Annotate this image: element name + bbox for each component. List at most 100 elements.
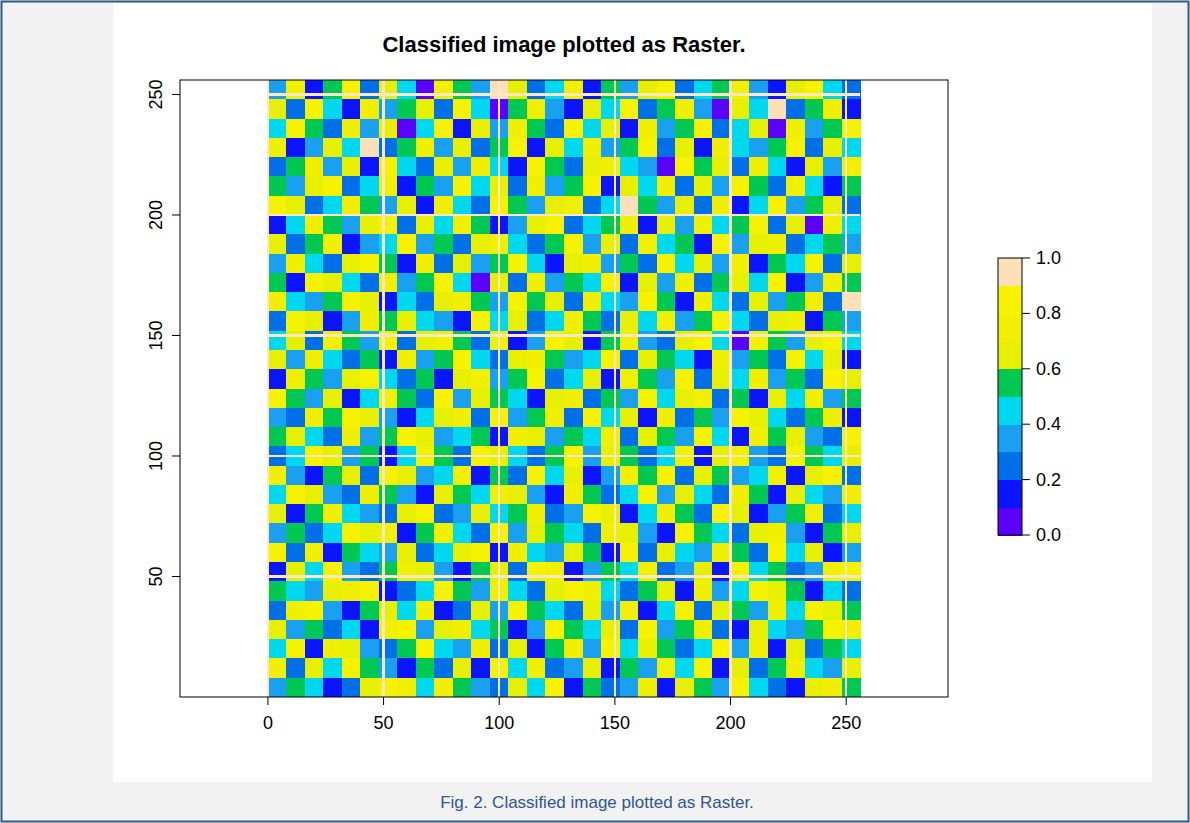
cell bbox=[342, 504, 361, 524]
cell bbox=[268, 581, 287, 601]
cell bbox=[823, 215, 842, 235]
cell bbox=[749, 678, 768, 697]
cell bbox=[805, 99, 824, 119]
cell bbox=[453, 331, 472, 351]
cell bbox=[397, 138, 416, 158]
cell bbox=[416, 504, 435, 524]
cell bbox=[768, 620, 787, 640]
cell bbox=[268, 601, 287, 621]
cell bbox=[768, 562, 787, 582]
cell bbox=[305, 176, 324, 196]
cell bbox=[434, 254, 453, 274]
cell bbox=[323, 234, 342, 254]
cell bbox=[545, 504, 564, 524]
cell bbox=[620, 678, 639, 697]
cell bbox=[657, 254, 676, 274]
cell bbox=[638, 157, 657, 177]
cell bbox=[842, 311, 861, 331]
cell bbox=[453, 504, 472, 524]
cell bbox=[286, 311, 305, 331]
cell bbox=[508, 562, 527, 582]
cell bbox=[694, 196, 713, 216]
cell bbox=[786, 311, 805, 331]
cell bbox=[471, 581, 490, 601]
cell bbox=[342, 99, 361, 119]
cell bbox=[564, 620, 583, 640]
cell bbox=[305, 215, 324, 235]
colorbar-frame bbox=[998, 258, 1022, 535]
cell bbox=[379, 119, 398, 139]
cell bbox=[564, 504, 583, 524]
cell bbox=[360, 80, 379, 100]
cell bbox=[675, 427, 694, 447]
cell bbox=[545, 350, 564, 370]
colorbar-band bbox=[998, 313, 1022, 341]
cell bbox=[434, 658, 453, 678]
cell bbox=[286, 639, 305, 659]
cell bbox=[342, 678, 361, 697]
cell bbox=[527, 427, 546, 447]
cell bbox=[638, 215, 657, 235]
cell bbox=[749, 581, 768, 601]
cell bbox=[657, 196, 676, 216]
cell bbox=[564, 196, 583, 216]
cell bbox=[601, 485, 620, 505]
cell bbox=[786, 99, 805, 119]
cell bbox=[397, 369, 416, 389]
y-tick bbox=[172, 576, 180, 577]
cell bbox=[620, 138, 639, 158]
cell bbox=[286, 292, 305, 312]
cell bbox=[638, 99, 657, 119]
cell bbox=[527, 389, 546, 409]
cell bbox=[805, 138, 824, 158]
cell bbox=[545, 119, 564, 139]
cell bbox=[583, 331, 602, 351]
cell bbox=[823, 523, 842, 543]
cell bbox=[564, 581, 583, 601]
cell bbox=[564, 639, 583, 659]
cell bbox=[620, 639, 639, 659]
cell bbox=[786, 350, 805, 370]
cell bbox=[508, 466, 527, 486]
cell bbox=[601, 658, 620, 678]
cell bbox=[527, 620, 546, 640]
cell bbox=[397, 485, 416, 505]
cell bbox=[842, 254, 861, 274]
cell bbox=[823, 601, 842, 621]
cell bbox=[823, 562, 842, 582]
cell bbox=[601, 99, 620, 119]
cell bbox=[286, 369, 305, 389]
cell bbox=[397, 658, 416, 678]
cell bbox=[638, 292, 657, 312]
cell bbox=[712, 157, 731, 177]
grid-line bbox=[729, 80, 732, 697]
cell bbox=[731, 678, 750, 697]
cell bbox=[805, 678, 824, 697]
cell bbox=[712, 292, 731, 312]
cell bbox=[397, 581, 416, 601]
cell bbox=[379, 427, 398, 447]
cell bbox=[583, 99, 602, 119]
cell bbox=[768, 601, 787, 621]
cell bbox=[583, 620, 602, 640]
cell bbox=[583, 273, 602, 293]
cell bbox=[749, 99, 768, 119]
cell bbox=[620, 504, 639, 524]
cell bbox=[416, 196, 435, 216]
cell bbox=[397, 157, 416, 177]
cell bbox=[379, 311, 398, 331]
cell bbox=[545, 157, 564, 177]
cell bbox=[508, 485, 527, 505]
grid-line bbox=[268, 455, 860, 458]
cell bbox=[305, 466, 324, 486]
cell bbox=[268, 234, 287, 254]
cell bbox=[286, 620, 305, 640]
cell bbox=[768, 176, 787, 196]
cell bbox=[305, 234, 324, 254]
cell bbox=[379, 80, 398, 100]
cell bbox=[397, 350, 416, 370]
cell bbox=[268, 678, 287, 697]
cell bbox=[749, 196, 768, 216]
cell bbox=[768, 369, 787, 389]
cell bbox=[360, 331, 379, 351]
